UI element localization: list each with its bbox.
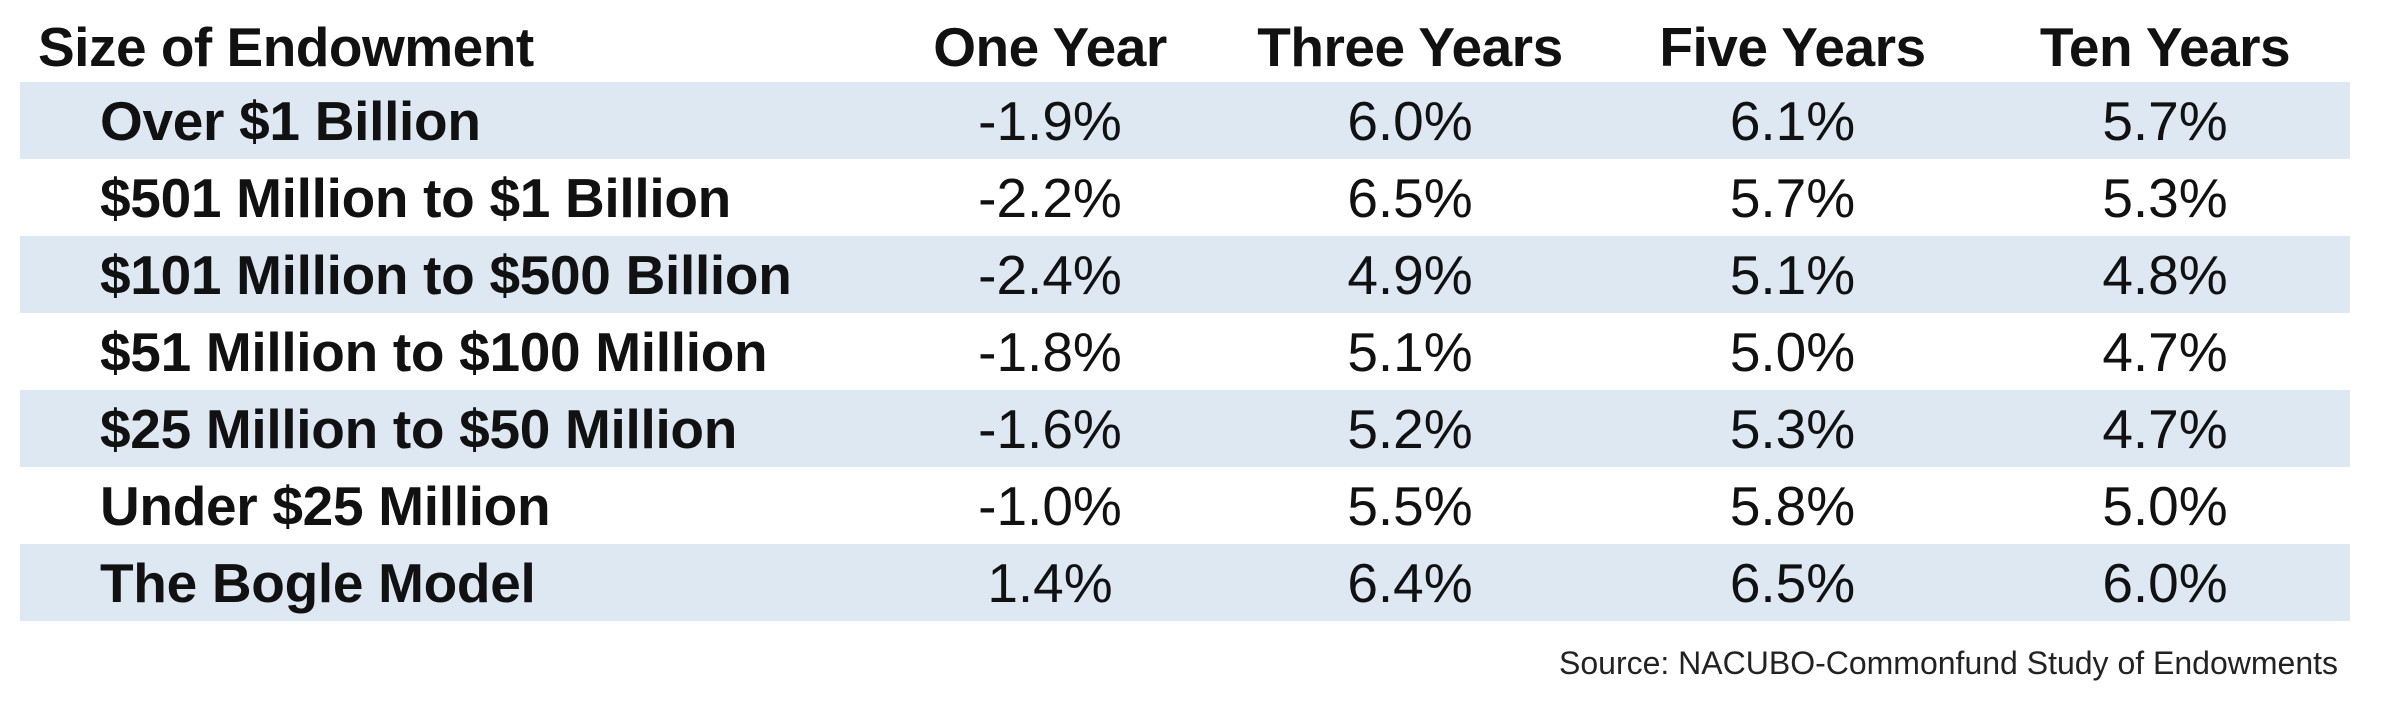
- cell-three-years: 4.9%: [1215, 236, 1605, 313]
- cell-ten-years: 5.7%: [1980, 82, 2350, 159]
- table-row: $51 Million to $100 Million -1.8% 5.1% 5…: [20, 313, 2350, 390]
- cell-one-year: -2.2%: [885, 159, 1215, 236]
- endowment-returns-table-container: Size of Endowment One Year Three Years F…: [20, 12, 2350, 621]
- cell-three-years: 5.1%: [1215, 313, 1605, 390]
- cell-five-years: 5.1%: [1605, 236, 1980, 313]
- column-header-size: Size of Endowment: [38, 16, 534, 78]
- row-label: $25 Million to $50 Million: [20, 390, 885, 467]
- column-header-three-years: Three Years: [1257, 16, 1563, 78]
- cell-ten-years: 5.3%: [1980, 159, 2350, 236]
- table-row: Over $1 Billion -1.9% 6.0% 6.1% 5.7%: [20, 82, 2350, 159]
- row-label: The Bogle Model: [20, 544, 885, 621]
- cell-one-year: -2.4%: [885, 236, 1215, 313]
- cell-one-year: -1.0%: [885, 467, 1215, 544]
- cell-ten-years: 4.7%: [1980, 313, 2350, 390]
- source-caption: Source: NACUBO-Commonfund Study of Endow…: [1559, 645, 2338, 681]
- cell-five-years: 5.7%: [1605, 159, 1980, 236]
- endowment-returns-table: Size of Endowment One Year Three Years F…: [20, 12, 2350, 621]
- cell-five-years: 5.0%: [1605, 313, 1980, 390]
- cell-ten-years: 4.7%: [1980, 390, 2350, 467]
- cell-three-years: 5.5%: [1215, 467, 1605, 544]
- cell-five-years: 5.3%: [1605, 390, 1980, 467]
- row-label: Over $1 Billion: [20, 82, 885, 159]
- column-header-five-years: Five Years: [1659, 16, 1926, 78]
- cell-five-years: 6.5%: [1605, 544, 1980, 621]
- cell-five-years: 5.8%: [1605, 467, 1980, 544]
- row-label: Under $25 Million: [20, 467, 885, 544]
- cell-one-year: 1.4%: [885, 544, 1215, 621]
- cell-one-year: -1.8%: [885, 313, 1215, 390]
- table-row: $101 Million to $500 Billion -2.4% 4.9% …: [20, 236, 2350, 313]
- table-row: Under $25 Million -1.0% 5.5% 5.8% 5.0%: [20, 467, 2350, 544]
- cell-ten-years: 6.0%: [1980, 544, 2350, 621]
- cell-one-year: -1.9%: [885, 82, 1215, 159]
- cell-three-years: 6.4%: [1215, 544, 1605, 621]
- row-label: $501 Million to $1 Billion: [20, 159, 885, 236]
- table-row: $501 Million to $1 Billion -2.2% 6.5% 5.…: [20, 159, 2350, 236]
- table-row: The Bogle Model 1.4% 6.4% 6.5% 6.0%: [20, 544, 2350, 621]
- cell-ten-years: 4.8%: [1980, 236, 2350, 313]
- table-row: $25 Million to $50 Million -1.6% 5.2% 5.…: [20, 390, 2350, 467]
- cell-ten-years: 5.0%: [1980, 467, 2350, 544]
- column-header-ten-years: Ten Years: [2039, 16, 2291, 78]
- row-label: $101 Million to $500 Billion: [20, 236, 885, 313]
- row-label: $51 Million to $100 Million: [20, 313, 885, 390]
- cell-three-years: 6.0%: [1215, 82, 1605, 159]
- column-header-one-year: One Year: [933, 16, 1167, 78]
- table-header-row: Size of Endowment One Year Three Years F…: [20, 12, 2350, 82]
- cell-five-years: 6.1%: [1605, 82, 1980, 159]
- cell-three-years: 5.2%: [1215, 390, 1605, 467]
- cell-three-years: 6.5%: [1215, 159, 1605, 236]
- cell-one-year: -1.6%: [885, 390, 1215, 467]
